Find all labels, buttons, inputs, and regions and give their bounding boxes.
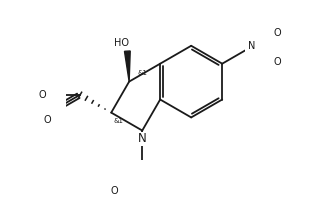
Polygon shape: [124, 51, 130, 82]
Text: &1: &1: [137, 70, 147, 76]
Text: HO: HO: [115, 38, 129, 48]
Text: N: N: [248, 41, 255, 51]
Text: O: O: [274, 57, 281, 67]
Text: O: O: [274, 28, 281, 38]
Text: O: O: [44, 115, 51, 126]
Text: N: N: [138, 132, 147, 145]
Text: O: O: [39, 90, 46, 100]
Text: &1: &1: [113, 117, 123, 124]
Text: O: O: [110, 186, 118, 196]
